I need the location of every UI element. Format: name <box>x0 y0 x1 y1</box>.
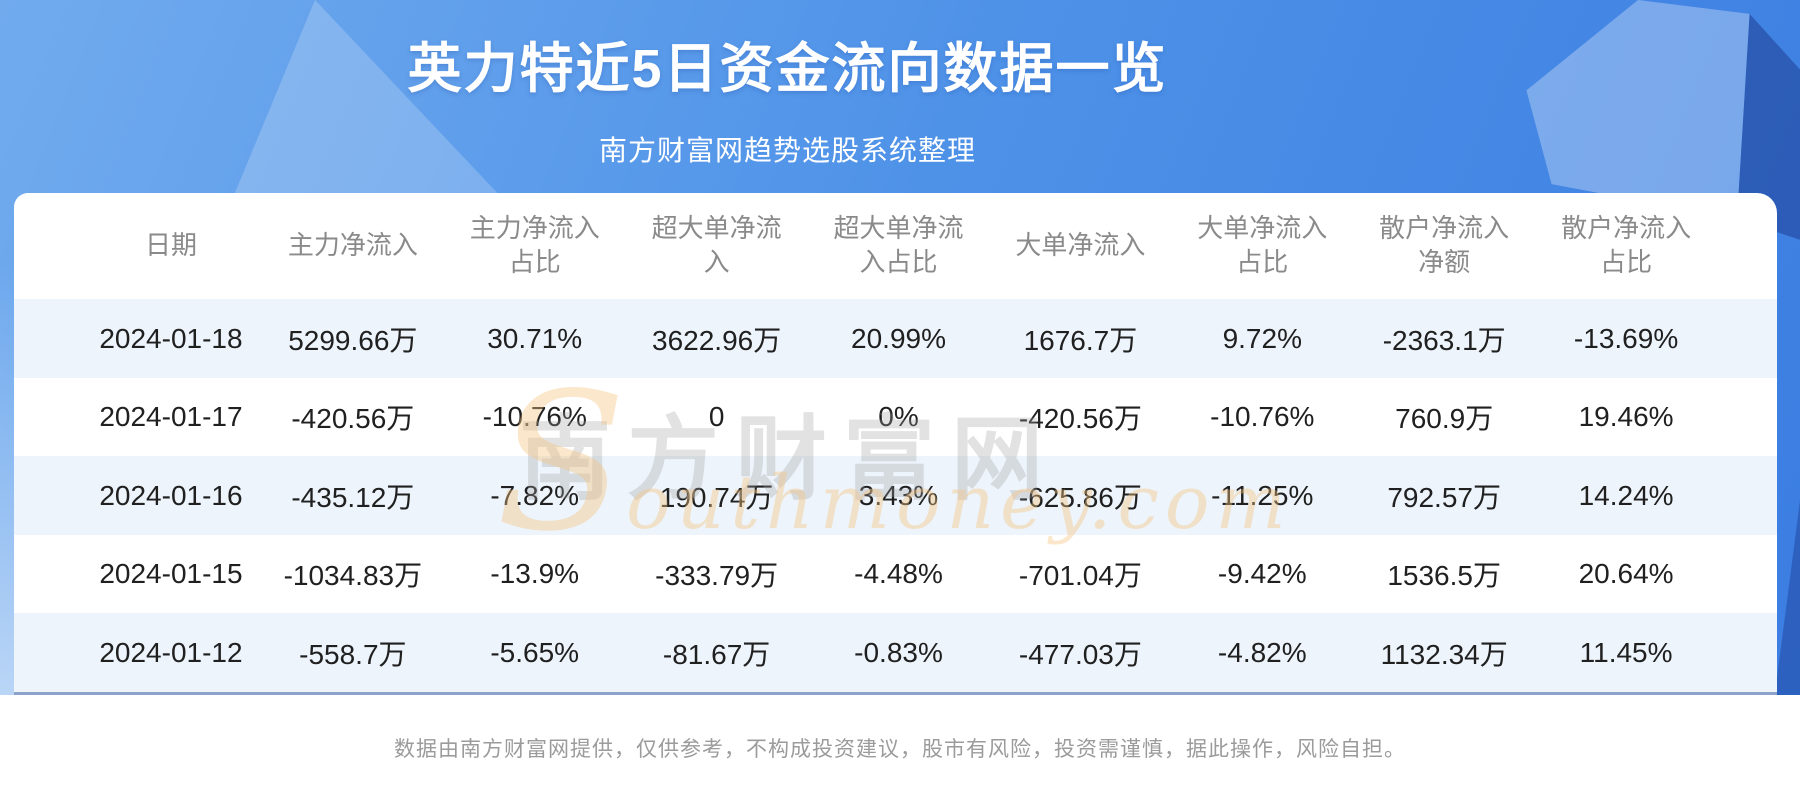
value-cell: -9.42% <box>1217 558 1307 590</box>
value-cell: 3.43% <box>858 479 939 511</box>
value-cell: 30.71% <box>487 322 583 354</box>
value-cell: 14.24% <box>1578 479 1674 511</box>
date-cell: 2024-01-15 <box>99 558 243 590</box>
value-cell: -81.67万 <box>662 638 771 670</box>
column-header: 超大单净流 入 <box>651 213 782 278</box>
value-cell: -2363.1万 <box>1382 324 1506 356</box>
value-cell: -4.82% <box>1217 636 1307 668</box>
value-cell: -1034.83万 <box>283 560 423 592</box>
table-row: 2024-01-15 -1034.83万 -13.9% -333.79万 -4.48% -… <box>14 535 1777 614</box>
table-row: 2024-01-12 -558.7万 -5.65% -81.67万 -0.83% -477… <box>14 613 1777 692</box>
value-cell: -10.76% <box>482 401 587 433</box>
table-row: 2024-01-16 -435.12万 -7.82% 190.74万 3.43% -625… <box>14 456 1777 535</box>
value-cell: -333.79万 <box>655 560 779 592</box>
value-cell: -5.65% <box>490 636 580 668</box>
page-title: 英力特近5日资金流向数据一览 <box>407 39 1168 99</box>
value-cell: 190.74万 <box>659 481 774 513</box>
table-header-row: 日期 主力净流入 主力净流入 占比 超大单净流 入超大单净流 入占比 大单净流入 大单净流… <box>14 193 1777 299</box>
value-cell: 792.57万 <box>1387 481 1501 513</box>
value-cell: 9.72% <box>1222 322 1302 354</box>
value-cell: -4.48% <box>854 558 943 590</box>
date-cell: 2024-01-18 <box>99 322 243 354</box>
value-cell: -558.7万 <box>299 638 407 670</box>
value-cell: 5299.66万 <box>288 324 418 356</box>
value-cell: -7.82% <box>490 479 580 511</box>
date-cell: 2024-01-12 <box>99 636 243 668</box>
value-cell: -13.69% <box>1573 322 1679 354</box>
column-header: 散户净流入 占比 <box>1561 213 1692 278</box>
value-cell: 19.46% <box>1578 401 1674 433</box>
column-header: 大单净流入 <box>1015 230 1146 261</box>
value-cell: -10.76% <box>1210 401 1315 433</box>
page-subtitle: 南方财富网趋势选股系统整理 <box>598 135 976 166</box>
footer: 数据由南方财富网提供，仅供参考，不构成投资建议，股市有风险，投资需谨慎，据此操作… <box>0 695 1800 800</box>
column-header: 日期 <box>144 230 197 261</box>
value-cell: 1536.5万 <box>1387 560 1501 592</box>
value-cell: 11.45% <box>1579 636 1673 668</box>
value-cell: -625.86万 <box>1018 481 1142 513</box>
table-row: 2024-01-18 5299.66万 30.71% 3622.96万 20.99% 16… <box>14 299 1777 378</box>
column-header: 大单净流入 占比 <box>1197 213 1328 278</box>
value-cell: -0.83% <box>854 636 943 668</box>
value-cell: -11.25% <box>1211 479 1314 511</box>
column-header: 主力净流入 占比 <box>469 213 600 278</box>
column-header: 散户净流入 净额 <box>1379 213 1510 278</box>
value-cell: 20.64% <box>1578 558 1674 590</box>
value-cell: 0% <box>878 401 919 433</box>
date-cell: 2024-01-17 <box>99 401 243 433</box>
value-cell: 1676.7万 <box>1023 324 1138 356</box>
value-cell: -477.03万 <box>1018 638 1142 670</box>
value-cell: 3622.96万 <box>652 324 782 356</box>
value-cell: -420.56万 <box>1018 403 1142 435</box>
fund-flow-table: 日期 主力净流入 主力净流入 占比 超大单净流 入超大单净流 入占比 大单净流入 大单净流… <box>14 193 1777 692</box>
date-cell: 2024-01-16 <box>99 479 243 511</box>
value-cell: -701.04万 <box>1018 560 1142 592</box>
value-cell: 1132.34万 <box>1380 638 1508 670</box>
table-row: 2024-01-17 -420.56万 -10.76% 0 0% -420.56万 -10.… <box>14 378 1777 457</box>
data-card: 日期 主力净流入 主力净流入 占比 超大单净流 入超大单净流 入占比 大单净流入 大单净流… <box>14 193 1777 695</box>
value-cell: 20.99% <box>851 322 946 354</box>
hero-text-block: 英力特近5日资金流向数据一览 南方财富网趋势选股系统整理 <box>0 0 1575 169</box>
value-cell: -435.12万 <box>291 481 415 513</box>
value-cell: 760.9万 <box>1395 403 1494 435</box>
value-cell: -420.56万 <box>291 403 415 435</box>
value-cell: -13.9% <box>490 558 580 590</box>
disclaimer-text: 数据由南方财富网提供，仅供参考，不构成投资建议，股市有风险，投资需谨慎，据此操作… <box>394 737 1406 761</box>
column-header: 主力净流入 <box>287 230 418 261</box>
column-header: 超大单净流 入占比 <box>833 213 964 278</box>
value-cell: 0 <box>708 401 725 433</box>
